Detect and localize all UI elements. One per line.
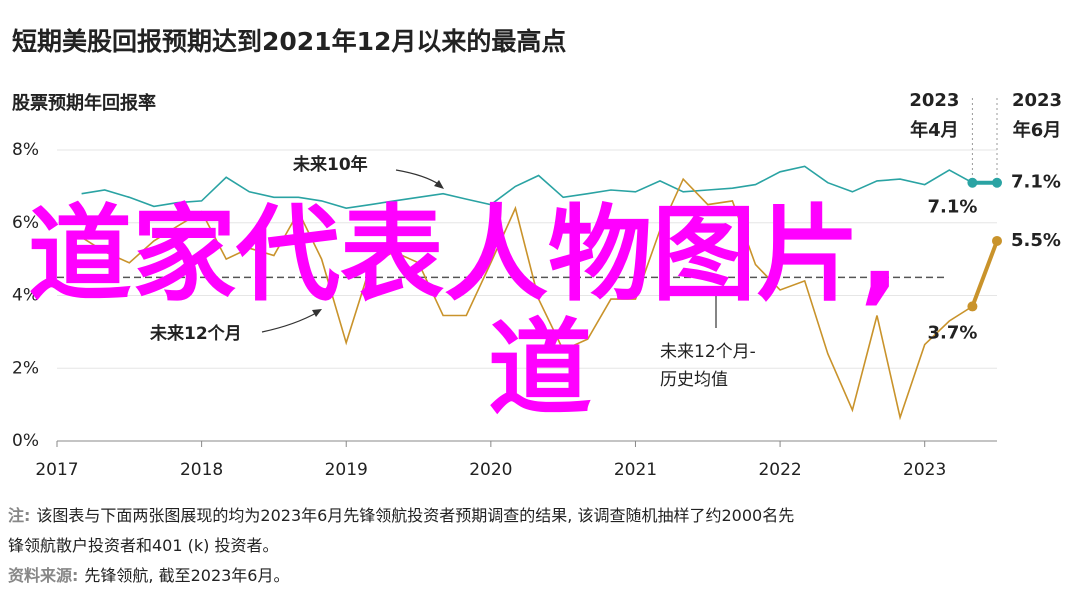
y-axis-title: 股票预期年回报率 — [11, 92, 156, 114]
reference-label: 历史均值 — [660, 370, 728, 390]
reference-label: 未来12个月- — [660, 342, 756, 362]
legend-label: 未来10年 — [292, 154, 368, 175]
point — [992, 235, 1002, 246]
value-label: 3.7% — [927, 322, 977, 343]
highlight-segment — [970, 240, 999, 308]
note: 资料来源: 先锋领航, 截至2023年6月。 — [8, 566, 289, 585]
y-tick-label: 4% — [12, 286, 39, 306]
legend-label: 未来12个月 — [149, 323, 242, 344]
x-tick-label: 2023 — [903, 460, 946, 480]
point — [992, 177, 1002, 188]
point — [967, 301, 978, 312]
x-tick-label: 2017 — [35, 460, 78, 480]
x-tick-label: 2021 — [614, 460, 657, 480]
y-tick-label: 2% — [12, 358, 39, 378]
chart-title: 短期美股回报预期达到2021年12月以来的最高点 — [12, 27, 566, 56]
period-label: 2023 — [909, 90, 959, 111]
y-tick-label: 6% — [12, 213, 39, 233]
period-label: 2023 — [1012, 90, 1062, 111]
value-label: 5.5% — [1011, 230, 1061, 251]
y-tick-label: 0% — [12, 431, 39, 451]
period-label: 年6月 — [1013, 119, 1062, 141]
x-tick-label: 2020 — [469, 460, 512, 480]
annotation-arrow — [261, 311, 319, 333]
arrow-head — [312, 309, 322, 317]
series-line — [81, 165, 997, 210]
note-text: 锋领航散户投资者和401 (k) 投资者。 — [8, 536, 278, 555]
note-text: 先锋领航, 截至2023年6月。 — [84, 566, 289, 585]
annotation-arrow — [395, 169, 441, 186]
note-text: 该图表与下面两张图展现的均为2023年6月先锋领航投资者预期调查的结果, 该调查… — [36, 506, 794, 525]
arrow-head — [434, 180, 444, 189]
note: 锋领航散户投资者和401 (k) 投资者。 — [8, 536, 278, 555]
x-tick-label: 2022 — [758, 460, 801, 480]
x-tick-label: 2018 — [180, 460, 223, 480]
note-label: 注: — [8, 506, 30, 525]
period-label: 年4月 — [910, 119, 959, 141]
point — [967, 177, 978, 188]
x-tick-label: 2019 — [325, 460, 368, 480]
value-label: 7.1% — [927, 197, 977, 218]
arrow-head — [711, 287, 721, 296]
overlay-text: 道家代表人物图片, — [28, 193, 900, 315]
note-label: 资料来源: — [8, 566, 78, 585]
y-tick-label: 8% — [12, 140, 39, 160]
series-line — [81, 177, 998, 421]
overlay-text: 道 — [488, 307, 592, 429]
note: 注: 该图表与下面两张图展现的均为2023年6月先锋领航投资者预期调查的结果, 该… — [8, 506, 794, 525]
value-label: 7.1% — [1011, 172, 1061, 193]
